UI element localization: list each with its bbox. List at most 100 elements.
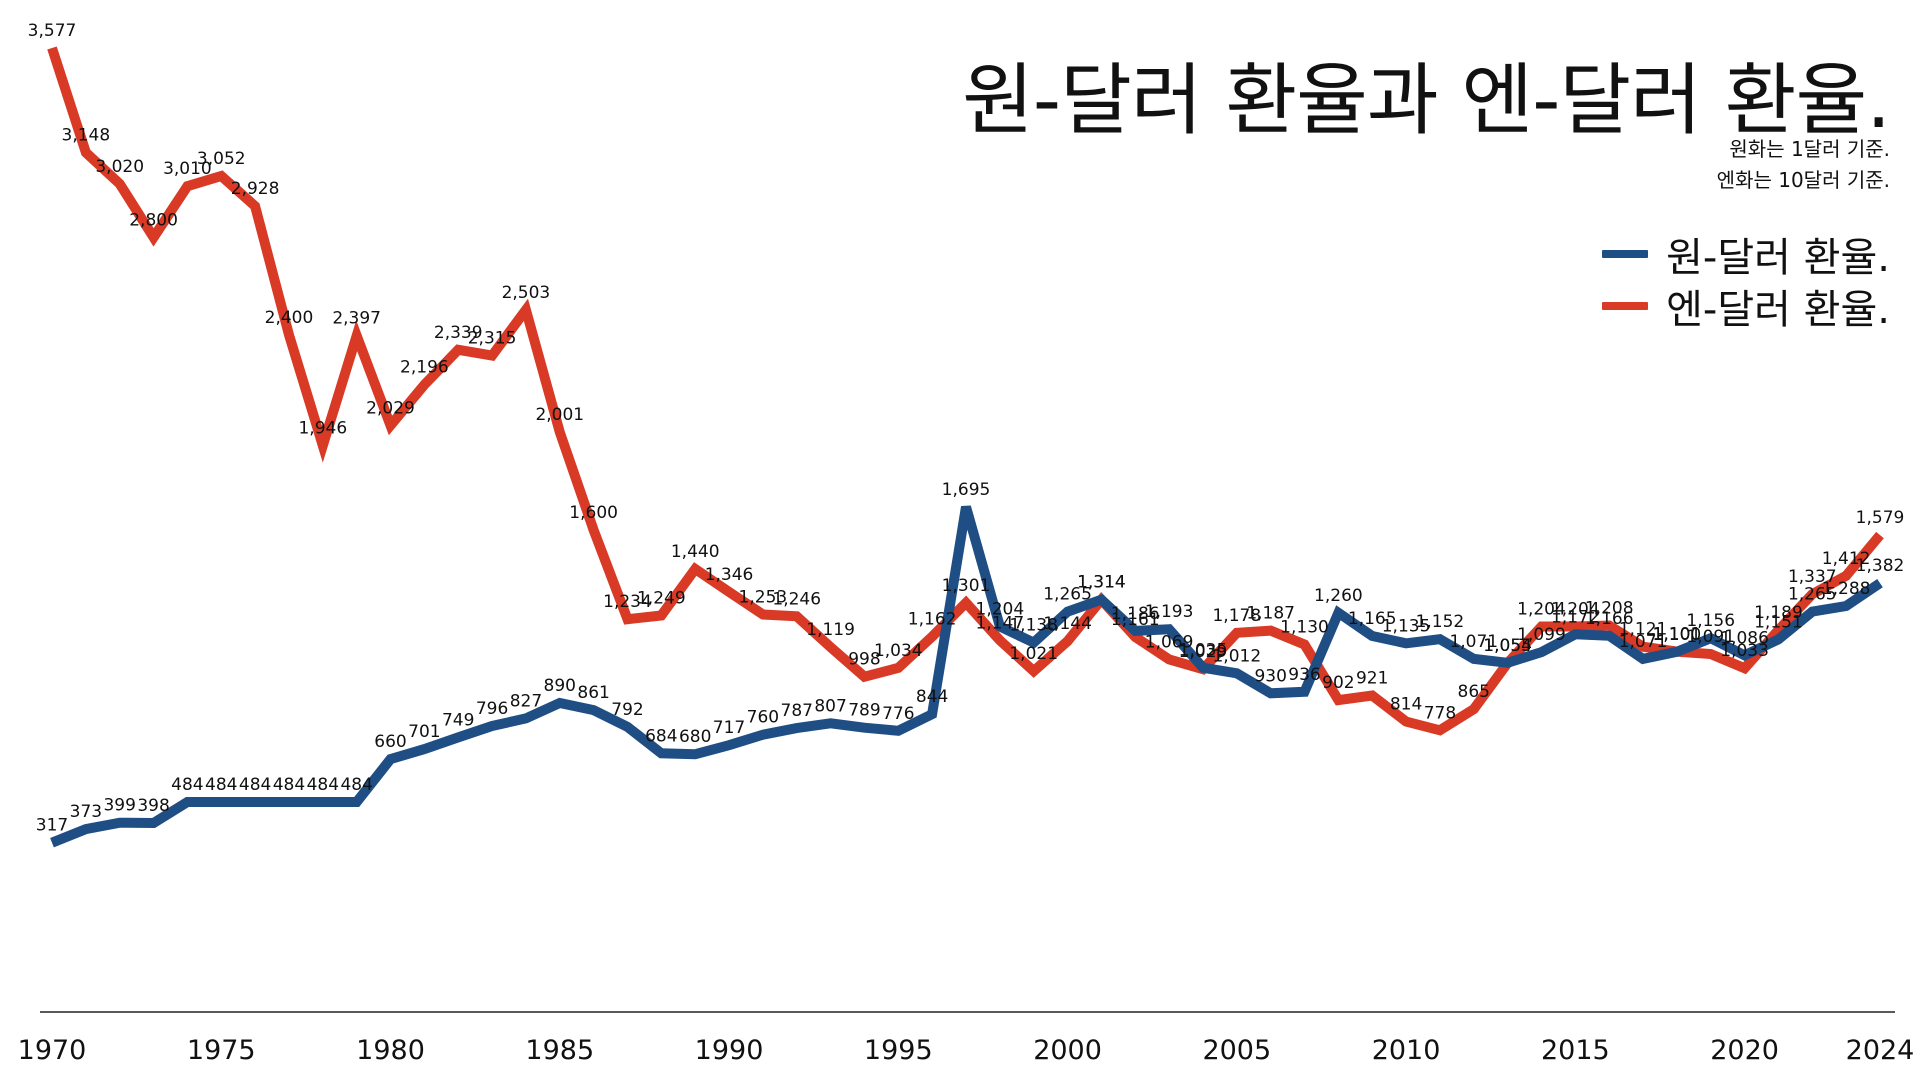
x-tick-label-1995: 1995 [864,1035,933,1066]
x-tick-label-1980: 1980 [356,1035,425,1066]
yen-data-label-2009: 921 [1356,668,1388,688]
yen-data-label-2005: 1,178 [1212,606,1261,626]
won-data-label-2004: 1,035 [1179,641,1228,661]
won-data-label-2017: 1,071 [1619,632,1668,652]
series-line-won [50,505,1883,848]
yen-data-label-2000: 1,144 [1043,614,1092,634]
yen-data-label-1995: 1,034 [874,641,923,661]
yen-data-label-2001: 1,314 [1077,573,1126,593]
yen-data-label-1996: 1,162 [908,610,957,630]
won-data-label-2001: 1,314 [1077,573,1126,593]
won-data-label-1970: 317 [36,816,68,836]
won-data-label-1983: 796 [476,699,508,719]
x-tick-label-2015: 2015 [1541,1035,1610,1066]
yen-data-label-2003: 1,069 [1145,632,1194,652]
yen-data-label-1982: 2,339 [434,323,483,343]
won-data-label-1994: 789 [848,701,880,721]
won-data-label-2000: 1,265 [1043,585,1092,605]
yen-data-label-1978: 1,946 [298,419,347,439]
yen-data-label-1987: 1,234 [603,592,652,612]
x-tick-label-2024: 2024 [1846,1035,1915,1066]
yen-data-label-1976: 2,928 [231,179,280,199]
won-data-label-1978: 484 [307,775,339,795]
won-data-label-1972: 399 [103,796,135,816]
yen-data-label-1990: 1,346 [705,565,754,585]
yen-data-label-2006: 1,187 [1246,604,1295,624]
won-data-label-1995: 776 [882,704,914,724]
won-data-label-1981: 701 [408,722,440,742]
won-data-label-1988: 684 [645,726,677,746]
yen-data-label-1977: 2,400 [265,308,314,328]
yen-data-label-2021: 1,189 [1754,603,1803,623]
yen-data-label-1984: 2,503 [502,283,551,303]
won-data-label-2002: 1,186 [1111,604,1160,624]
legend-label-yen: 엔-달러 환율. [1666,287,1890,333]
yen-data-label-2002: 1,161 [1111,610,1160,630]
yen-data-label-2015: 1,204 [1551,599,1600,619]
won-data-label-2014: 1,099 [1517,625,1566,645]
yen-data-label-1986: 1,600 [569,503,618,523]
yen-data-label-2007: 1,130 [1280,618,1329,638]
legend-label-won: 원-달러 환율. [1666,235,1890,281]
won-data-label-2013: 1,055 [1483,636,1532,656]
yen-data-label-1970: 3,577 [28,21,77,41]
won-data-label-1990: 717 [713,718,745,738]
yen-data-label-2004: 1,029 [1179,642,1228,662]
yen-data-label-2010: 814 [1390,695,1422,715]
x-tick-label-1975: 1975 [187,1035,256,1066]
won-data-label-1993: 807 [814,696,846,716]
won-data-label-1977: 484 [273,775,305,795]
won-data-label-1997: 1,695 [942,480,991,500]
won-data-label-1991: 760 [747,708,779,728]
won-data-label-2011: 1,152 [1416,612,1465,632]
won-data-label-1980: 660 [374,732,406,752]
won-data-label-2003: 1,193 [1145,602,1194,622]
won-data-label-1985: 890 [544,676,576,696]
yen-data-label-2014: 1,204 [1517,599,1566,619]
yen-data-label-1994: 998 [848,650,880,670]
yen-data-label-2018: 1,101 [1653,625,1702,645]
yen-data-label-1992: 1,246 [772,589,821,609]
won-data-label-2015: 1,172 [1551,607,1600,627]
yen-data-label-2012: 865 [1458,682,1490,702]
won-data-label-1989: 680 [679,727,711,747]
won-data-label-1996: 844 [916,687,948,707]
yen-data-label-1985: 2,001 [535,405,584,425]
chart-subtitle: 원화는 1달러 기준. 엔화는 10달러 기준. [1717,134,1890,196]
won-data-label-1986: 861 [577,683,609,703]
yen-data-label-1975: 3,052 [197,149,246,169]
won-data-label-2018: 1,100 [1653,625,1702,645]
yen-data-label-2022: 1,337 [1788,567,1837,587]
won-data-label-2012: 1,071 [1449,632,1498,652]
won-data-label-1984: 827 [510,691,542,711]
won-data-label-2016: 1,166 [1585,609,1634,629]
yen-data-label-1989: 1,440 [671,542,720,562]
won-data-label-1999: 1,138 [1009,616,1058,636]
won-data-label-2006: 930 [1254,666,1286,686]
won-data-label-1973: 398 [137,796,169,816]
yen-data-label-2011: 778 [1424,703,1456,723]
legend: 원-달러 환율. 엔-달러 환율. [1602,228,1890,333]
won-data-label-1976: 484 [239,775,271,795]
yen-data-label-1972: 3,020 [95,157,144,177]
won-data-label-1974: 484 [171,775,203,795]
yen-data-label-2023: 1,412 [1822,549,1871,569]
yen-data-label-2024: 1,579 [1856,508,1905,528]
won-data-label-2024: 1,382 [1856,556,1905,576]
won-data-label-2023: 1,288 [1822,579,1871,599]
yen-data-label-1981: 2,196 [400,358,449,378]
won-data-label-2005: 1,012 [1212,646,1261,666]
won-data-label-2019: 1,156 [1686,611,1735,631]
yen-data-label-2019: 1,091 [1686,627,1735,647]
won-data-label-1979: 484 [340,775,372,795]
x-tick-label-2000: 2000 [1033,1035,1102,1066]
legend-item-won: 원-달러 환율. [1602,228,1890,281]
yen-data-label-1993: 1,119 [806,620,855,640]
legend-item-yen: 엔-달러 환율. [1602,280,1890,333]
yen-data-label-2017: 1,121 [1619,620,1668,640]
x-tick-label-1970: 1970 [18,1035,87,1066]
chart-title: 원-달러 환율과 엔-달러 환율. [962,56,1891,146]
x-tick-label-1990: 1990 [695,1035,764,1066]
yen-data-label-1988: 1,249 [637,589,686,609]
